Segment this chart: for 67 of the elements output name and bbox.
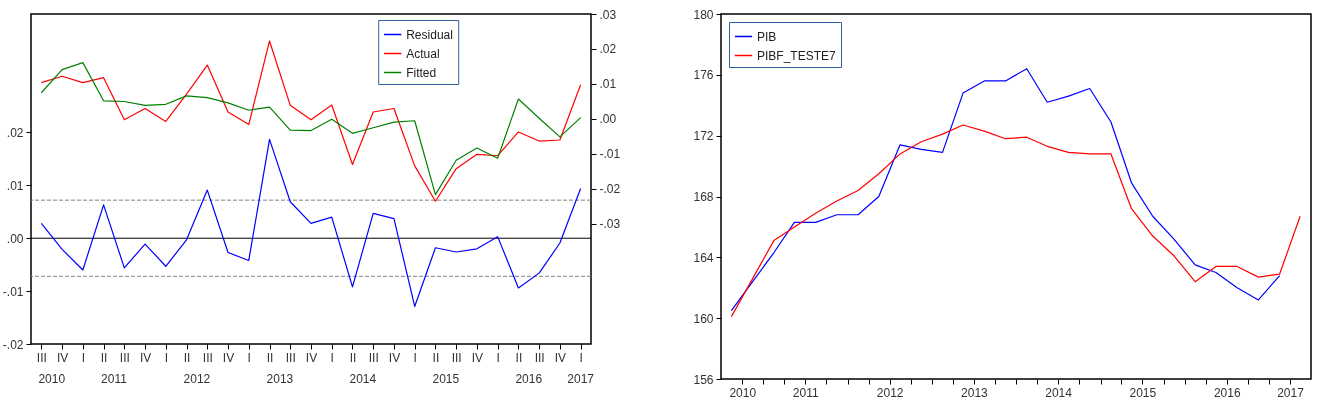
y2-tick-label: -.02: [599, 182, 621, 197]
x-tick-label: II: [266, 350, 274, 365]
y-tick-label: 172: [693, 129, 714, 144]
x-tick-label: 2014: [1045, 385, 1073, 400]
text: 2013: [266, 372, 294, 386]
x-tick-label: 2012: [876, 385, 904, 400]
text: 2016: [515, 372, 543, 386]
text: 2014: [349, 372, 377, 386]
x-tick-label: I: [247, 350, 251, 365]
x-tick-label: I: [496, 350, 500, 365]
x-tick-label: IV: [554, 350, 567, 365]
legend-label: Residual: [406, 27, 453, 42]
x-tick-label: II: [515, 350, 523, 365]
x-tick-label: 2016: [1213, 385, 1241, 400]
y-tick-label: -.01: [2, 284, 24, 299]
x-tick-label: III: [534, 350, 545, 365]
y-tick-label: .01: [6, 178, 24, 193]
y-tick-label: 156: [693, 372, 714, 387]
x-tick-label: II: [100, 350, 108, 365]
x-tick-label: I: [579, 350, 583, 365]
legend-label: Actual: [406, 46, 440, 61]
y-tick-label: 168: [693, 190, 714, 204]
x-tick-label: III: [202, 350, 213, 365]
x-tick-label: I: [81, 350, 86, 365]
x-tick-label: IV: [388, 350, 401, 365]
y-tick-label: 180: [693, 7, 714, 22]
x-tick-label: III: [368, 350, 379, 365]
y-tick-label: .02: [6, 125, 24, 140]
y-tick-label: -.02: [2, 337, 24, 352]
legend-label: PIBF_TESTE7: [757, 48, 837, 63]
x-tick-label: I: [413, 350, 417, 365]
x-tick-label: II: [432, 350, 440, 365]
y-tick-label: 164: [693, 250, 714, 265]
text: 2010: [38, 372, 66, 386]
y2-tick-label: -.03: [599, 217, 621, 232]
text: 2017: [567, 372, 595, 386]
legend-label: PIB: [757, 29, 777, 44]
x-tick-label: IV: [139, 350, 152, 365]
y-tick-label: 176: [693, 68, 714, 83]
x-tick-label: 2011: [792, 385, 819, 400]
text: 2012: [183, 372, 211, 386]
y-tick-label: .00: [6, 231, 24, 246]
x-tick-label: IV: [222, 350, 235, 365]
x-tick-label: I: [164, 350, 168, 365]
x-tick-label: IV: [471, 350, 484, 365]
x-tick-label: IV: [56, 350, 69, 365]
x-tick-label: 2013: [961, 385, 989, 400]
y2-tick-label: -.01: [599, 147, 621, 162]
text: 2011: [101, 372, 128, 386]
x-tick-label: 2017: [1277, 385, 1305, 400]
x-tick-label: III: [285, 350, 296, 365]
x-tick-label: I: [330, 350, 334, 365]
y2-tick-label: .00: [599, 112, 617, 127]
x-tick-label: III: [36, 350, 47, 365]
text: 2015: [432, 372, 460, 386]
y-tick-label: 160: [693, 311, 714, 326]
x-tick-label: II: [183, 350, 191, 365]
y2-tick-label: .03: [599, 7, 617, 22]
x-tick-label: II: [349, 350, 357, 365]
legend-label: Fitted: [406, 65, 437, 80]
x-tick-label: III: [451, 350, 462, 365]
y2-tick-label: .01: [599, 77, 617, 92]
x-tick-label: 2015: [1129, 385, 1157, 400]
x-tick-label: 2010: [729, 385, 757, 400]
y2-tick-label: .02: [599, 42, 617, 57]
x-tick-label: IV: [305, 350, 318, 365]
x-tick-label: III: [119, 350, 130, 365]
